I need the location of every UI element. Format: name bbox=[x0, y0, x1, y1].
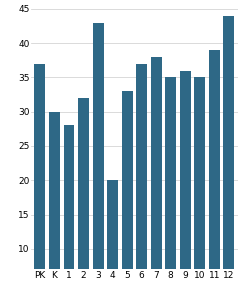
Bar bbox=[64, 126, 74, 296]
Bar bbox=[122, 91, 132, 296]
Bar bbox=[49, 112, 60, 296]
Bar bbox=[93, 22, 103, 296]
Bar bbox=[151, 57, 162, 296]
Bar bbox=[107, 180, 118, 296]
Bar bbox=[223, 16, 234, 296]
Bar bbox=[194, 78, 205, 296]
Bar bbox=[136, 64, 147, 296]
Bar bbox=[35, 64, 45, 296]
Bar bbox=[209, 50, 220, 296]
Bar bbox=[180, 70, 191, 296]
Bar bbox=[165, 78, 176, 296]
Bar bbox=[78, 98, 89, 296]
